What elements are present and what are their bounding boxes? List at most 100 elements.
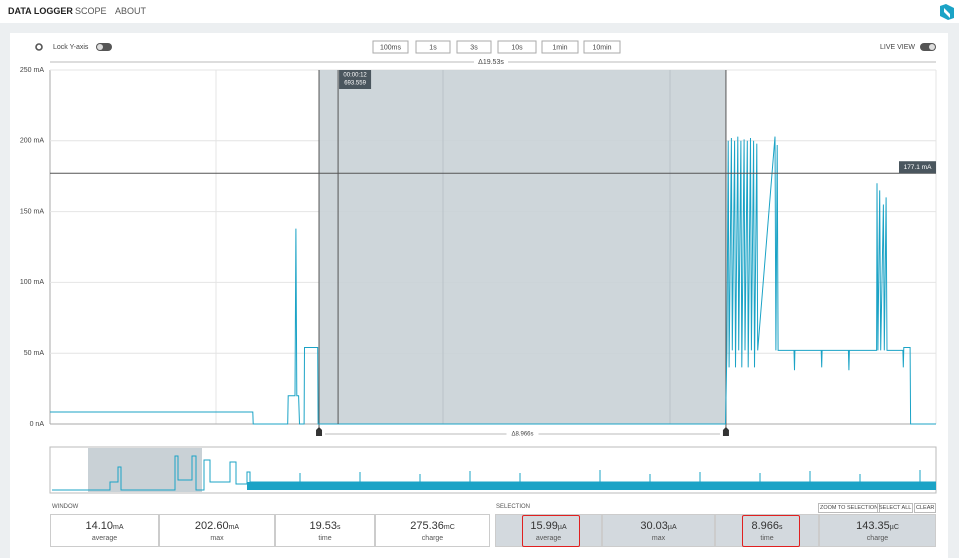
- toggle-knob: [929, 44, 935, 50]
- y-tick-label: 50 mA: [24, 350, 45, 357]
- live-view-label: LIVE VIEW: [880, 44, 915, 51]
- stat-cell: 275.36mC charge: [375, 514, 490, 547]
- selection-handle: [316, 427, 323, 436]
- stat-label: max: [210, 535, 224, 542]
- section-label: SELECTION: [496, 504, 531, 510]
- button-frame: [415, 40, 451, 54]
- logo-layer: [940, 4, 954, 20]
- button-label: 3s: [470, 44, 478, 51]
- y-tick-label: 0 nA: [30, 421, 45, 428]
- stat-cell: 143.35µC charge: [819, 514, 936, 547]
- logo-cut: [944, 8, 950, 18]
- button-label: 1min: [552, 44, 567, 51]
- cursor-value: 693.559: [344, 81, 366, 87]
- stat-value: 14.10mA: [51, 520, 158, 532]
- y-tick-label: 200 mA: [20, 138, 44, 145]
- stat-value: 8.966s: [716, 520, 818, 532]
- highlight-box: [522, 515, 580, 547]
- stat-cell: 8.966s time: [715, 514, 819, 547]
- stat-value: 275.36mC: [376, 520, 489, 532]
- stat-label: average: [91, 535, 118, 542]
- button-frame: [541, 40, 579, 54]
- stat-value: 143.35µC: [820, 520, 935, 532]
- selection-button[interactable]: SELECT ALL: [877, 503, 914, 513]
- stat-cell: 19.53s time: [275, 514, 375, 547]
- tab[interactable]: DATA LOGGER: [8, 6, 73, 16]
- stat-label: max: [651, 535, 666, 542]
- window-button[interactable]: 1min: [541, 40, 579, 54]
- stat-cell: 14.10mA average: [50, 514, 159, 547]
- tab[interactable]: SCOPE: [75, 6, 107, 16]
- highlight-box: [742, 515, 800, 547]
- section-label: WINDOW: [52, 504, 79, 510]
- stat-value: 15.99µA: [496, 520, 601, 532]
- stat-unit: mC: [443, 524, 455, 531]
- stat-number: 15.99: [530, 520, 558, 532]
- stat-number: 275.36: [410, 520, 444, 532]
- cursor-label-bg: [339, 70, 372, 89]
- minimap-window: [88, 448, 202, 492]
- stat-value: 30.03µA: [603, 520, 714, 532]
- stat-unit: µA: [557, 524, 567, 531]
- minimap-trace: [52, 455, 936, 491]
- selection-button[interactable]: ZOOM TO SELECTION: [818, 503, 881, 513]
- button-frame: [372, 40, 409, 54]
- stat-number: 143.35: [856, 520, 890, 532]
- stat-unit: mA: [113, 524, 124, 531]
- button-label: 10s: [511, 44, 523, 51]
- gear-icon[interactable]: [35, 43, 43, 51]
- stat-cell: 202.60mA max: [159, 514, 275, 547]
- stat-unit: mA: [228, 524, 240, 531]
- nav-bar: DATA LOGGER SCOPE ABOUT: [0, 0, 959, 23]
- stat-unit: µC: [889, 524, 899, 531]
- cursor-time: 00:00:12: [343, 73, 367, 79]
- minimap-band: [247, 482, 936, 490]
- stat-cell: 15.99µA average: [495, 514, 602, 547]
- button-frame: [497, 40, 537, 54]
- label-bg: [506, 430, 539, 438]
- stat-label: time: [760, 535, 774, 542]
- selection-region: [319, 70, 726, 424]
- y-tick-label: 100 mA: [20, 279, 44, 286]
- tab[interactable]: ABOUT: [115, 6, 147, 16]
- stat-label: average: [535, 535, 562, 542]
- stat-number: 8.966: [751, 520, 780, 532]
- stat-cell: 30.03µA max: [602, 514, 715, 547]
- label-bg: [474, 58, 508, 66]
- trace: [50, 136, 936, 425]
- window-button[interactable]: 10min: [583, 40, 621, 54]
- marker-label: 177.1 mA: [904, 164, 932, 171]
- y-tick-label: 250 mA: [20, 67, 44, 74]
- stat-number: 202.60: [194, 520, 229, 532]
- lock-y-label: Lock Y-axis: [53, 44, 89, 51]
- stat-number: 14.10: [85, 520, 114, 532]
- minimap-spikes: [299, 470, 921, 482]
- button-label: 10min: [592, 44, 611, 51]
- window-button[interactable]: 3s: [456, 40, 492, 54]
- stat-label: charge: [866, 535, 889, 542]
- button-label: 100ms: [380, 44, 402, 51]
- stat-value: 202.60mA: [160, 520, 274, 532]
- stat-number: 19.53: [309, 520, 338, 532]
- stat-unit: µA: [667, 524, 677, 531]
- stat-label: charge: [421, 535, 444, 542]
- selection-handle: [722, 427, 729, 436]
- y-tick-label: 150 mA: [20, 208, 44, 215]
- stat-unit: s: [779, 524, 783, 531]
- stat-unit: s: [337, 524, 341, 531]
- button-frame: [456, 40, 492, 54]
- stat-number: 30.03: [640, 520, 668, 532]
- window-button[interactable]: 10s: [497, 40, 537, 54]
- marker-label-bg: [899, 161, 936, 174]
- button-label: 1s: [429, 44, 437, 51]
- window-button[interactable]: 1s: [415, 40, 451, 54]
- stat-value: 19.53s: [276, 520, 374, 532]
- button-frame: [583, 40, 621, 54]
- selection-duration: Δ8.966s: [511, 432, 533, 438]
- toggle-knob: [97, 44, 103, 50]
- window-button[interactable]: 100ms: [372, 40, 409, 54]
- selection-button[interactable]: CLEAR: [914, 503, 937, 513]
- window-duration: Δ19.53s: [478, 59, 504, 66]
